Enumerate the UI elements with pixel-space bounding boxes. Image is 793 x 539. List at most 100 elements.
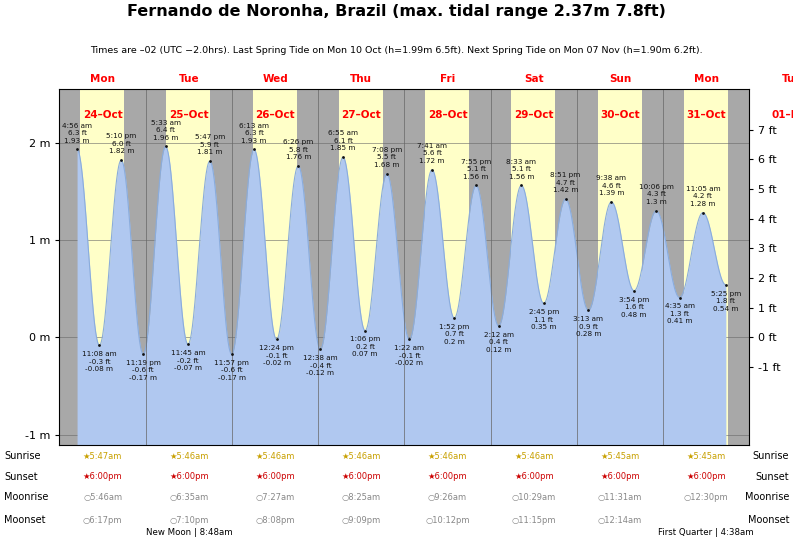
Text: Sun: Sun [609,74,631,85]
Text: ★5:46am: ★5:46am [514,452,554,460]
Text: 6:26 pm
5.8 ft
1.76 m: 6:26 pm 5.8 ft 1.76 m [283,139,313,160]
Text: ★6:00pm: ★6:00pm [687,472,726,481]
Text: ★5:47am: ★5:47am [83,452,122,460]
Text: ○8:25am: ○8:25am [342,493,381,502]
Text: 28–Oct: 28–Oct [427,110,467,120]
Bar [598,89,642,445]
Text: ○8:08pm: ○8:08pm [255,516,295,524]
Bar [577,89,663,445]
Text: Moonset: Moonset [748,515,789,525]
Text: 7:41 am
5.6 ft
1.72 m: 7:41 am 5.6 ft 1.72 m [417,143,447,164]
Text: Moonset: Moonset [4,515,45,525]
Text: ★6:00pm: ★6:00pm [600,472,640,481]
Text: Fri: Fri [440,74,455,85]
Text: ○11:31am: ○11:31am [598,493,642,502]
Text: Moonrise: Moonrise [745,493,789,502]
Text: 30–Oct: 30–Oct [600,110,640,120]
Text: 4:56 am
6.3 ft
1.93 m: 4:56 am 6.3 ft 1.93 m [62,122,92,143]
Text: ★6:00pm: ★6:00pm [255,472,295,481]
Text: ○7:10pm: ○7:10pm [169,516,209,524]
Text: 1:52 pm
0.7 ft
0.2 m: 1:52 pm 0.7 ft 0.2 m [439,324,469,345]
Text: 7:55 pm
5.1 ft
1.56 m: 7:55 pm 5.1 ft 1.56 m [461,158,491,179]
Text: Tue: Tue [178,74,199,85]
Text: 8:33 am
5.1 ft
1.56 m: 8:33 am 5.1 ft 1.56 m [507,158,536,179]
Text: Sunrise: Sunrise [753,451,789,461]
Text: ★6:00pm: ★6:00pm [427,472,467,481]
Text: ★6:00pm: ★6:00pm [169,472,209,481]
Text: ○6:35am: ○6:35am [169,493,209,502]
Text: 2:45 pm
1.1 ft
0.35 m: 2:45 pm 1.1 ft 0.35 m [529,309,559,330]
Text: 4:35 am
1.3 ft
0.41 m: 4:35 am 1.3 ft 0.41 m [665,303,695,324]
Text: 27–Oct: 27–Oct [342,110,381,120]
Text: 8:51 pm
4.7 ft
1.42 m: 8:51 pm 4.7 ft 1.42 m [550,172,580,193]
Text: 5:33 am
6.4 ft
1.96 m: 5:33 am 6.4 ft 1.96 m [151,120,181,141]
Text: 25–Oct: 25–Oct [169,110,209,120]
Text: ○12:30pm: ○12:30pm [684,493,729,502]
Text: New Moon | 8:48am: New Moon | 8:48am [146,528,232,537]
Text: 1:22 am
-0.1 ft
-0.02 m: 1:22 am -0.1 ft -0.02 m [394,345,424,367]
Text: 5:47 pm
5.9 ft
1.81 m: 5:47 pm 5.9 ft 1.81 m [195,134,225,155]
Text: Wed: Wed [262,74,288,85]
Text: 1:06 pm
0.2 ft
0.07 m: 1:06 pm 0.2 ft 0.07 m [350,336,380,357]
Text: 3:13 am
0.9 ft
0.28 m: 3:13 am 0.9 ft 0.28 m [573,316,603,337]
Bar [318,89,404,445]
Text: 5:10 pm
6.0 ft
1.82 m: 5:10 pm 6.0 ft 1.82 m [106,133,136,154]
Text: ★5:46am: ★5:46am [428,452,467,460]
Text: ○6:17pm: ○6:17pm [82,516,122,524]
Bar [425,89,469,445]
Text: 01–Nov: 01–Nov [772,110,793,120]
Text: ○9:26am: ○9:26am [428,493,467,502]
Text: 11:57 pm
-0.6 ft
-0.17 m: 11:57 pm -0.6 ft -0.17 m [214,360,249,381]
Text: 31–Oct: 31–Oct [687,110,726,120]
Text: Tue: Tue [782,74,793,85]
Bar [663,89,749,445]
Text: Sunset: Sunset [756,472,789,482]
Text: Fernando de Noronha, Brazil (max. tidal range 2.37m 7.8ft): Fernando de Noronha, Brazil (max. tidal … [127,4,666,19]
Text: 11:19 pm
-0.6 ft
-0.17 m: 11:19 pm -0.6 ft -0.17 m [126,360,161,381]
Text: ★6:00pm: ★6:00pm [514,472,554,481]
Bar [404,89,491,445]
Bar [339,89,383,445]
Text: 6:55 am
6.1 ft
1.85 m: 6:55 am 6.1 ft 1.85 m [328,130,358,151]
Bar [511,89,555,445]
Text: 29–Oct: 29–Oct [514,110,554,120]
Text: ★6:00pm: ★6:00pm [82,472,122,481]
Text: ○5:46am: ○5:46am [83,493,122,502]
Text: 12:24 pm
-0.1 ft
-0.02 m: 12:24 pm -0.1 ft -0.02 m [259,345,294,367]
Text: Sunrise: Sunrise [4,451,40,461]
Text: First Quarter | 4:38am: First Quarter | 4:38am [658,528,754,537]
Text: ○9:09pm: ○9:09pm [342,516,381,524]
Text: ○10:12pm: ○10:12pm [425,516,469,524]
Text: ★5:46am: ★5:46am [342,452,381,460]
Bar [684,89,728,445]
Text: Times are –02 (UTC −2.0hrs). Last Spring Tide on Mon 10 Oct (h=1.99m 6.5ft). Nex: Times are –02 (UTC −2.0hrs). Last Spring… [90,46,703,55]
Bar [253,89,297,445]
Text: 9:38 am
4.6 ft
1.39 m: 9:38 am 4.6 ft 1.39 m [596,175,626,196]
Text: 11:05 am
4.2 ft
1.28 m: 11:05 am 4.2 ft 1.28 m [686,186,720,207]
Text: ★5:46am: ★5:46am [169,452,209,460]
Text: ★5:45am: ★5:45am [600,452,640,460]
Text: Sat: Sat [524,74,543,85]
Text: 11:08 am
-0.3 ft
-0.08 m: 11:08 am -0.3 ft -0.08 m [82,351,117,372]
Text: Thu: Thu [351,74,372,85]
Text: Mon: Mon [90,74,115,85]
Text: Sunset: Sunset [4,472,37,482]
Text: 12:38 am
-0.4 ft
-0.12 m: 12:38 am -0.4 ft -0.12 m [303,355,338,376]
Bar [59,89,146,445]
Text: ○10:29am: ○10:29am [511,493,556,502]
Bar [232,89,318,445]
Text: 26–Oct: 26–Oct [255,110,295,120]
Text: ★5:45am: ★5:45am [687,452,726,460]
Bar [80,89,125,445]
Text: ○7:27am: ○7:27am [255,493,295,502]
Text: Mon: Mon [694,74,718,85]
Text: 7:08 pm
5.5 ft
1.68 m: 7:08 pm 5.5 ft 1.68 m [372,147,402,168]
Text: 2:12 am
0.4 ft
0.12 m: 2:12 am 0.4 ft 0.12 m [484,331,514,353]
Text: 3:54 pm
1.6 ft
0.48 m: 3:54 pm 1.6 ft 0.48 m [619,296,649,317]
Bar [491,89,577,445]
Text: 11:45 am
-0.2 ft
-0.07 m: 11:45 am -0.2 ft -0.07 m [170,350,205,371]
Text: 10:06 pm
4.3 ft
1.3 m: 10:06 pm 4.3 ft 1.3 m [639,184,674,205]
Text: ★6:00pm: ★6:00pm [342,472,381,481]
Bar [167,89,210,445]
Text: 6:13 am
6.3 ft
1.93 m: 6:13 am 6.3 ft 1.93 m [239,122,269,143]
